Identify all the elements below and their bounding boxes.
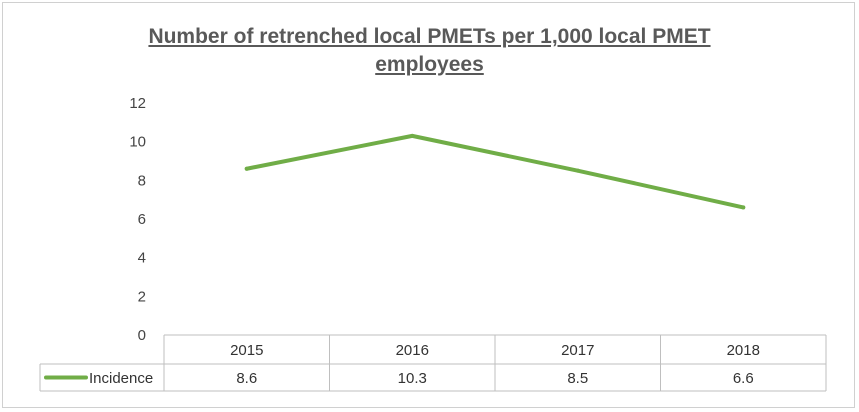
value-cell: 10.3 [398, 370, 427, 387]
series-line-incidence [244, 133, 746, 210]
value-cell: 8.6 [236, 370, 257, 387]
legend-label: Incidence [89, 370, 153, 387]
data-point [575, 168, 580, 173]
value-cell: 8.5 [567, 370, 588, 387]
chart-title: Number of retrenched local PMETs per 1,0… [3, 23, 856, 79]
series-layer [244, 133, 746, 210]
y-tick-label: 12 [129, 95, 146, 112]
category-label: 2018 [727, 342, 760, 359]
y-tick-label: 8 [138, 172, 146, 189]
chart-title-line-1: Number of retrenched local PMETs per 1,0… [148, 25, 711, 48]
y-tick-label: 6 [138, 211, 146, 228]
data-point [741, 205, 746, 210]
category-label: 2017 [561, 342, 594, 359]
chart-frame: Number of retrenched local PMETs per 1,0… [2, 2, 855, 408]
y-tick-label: 0 [138, 327, 146, 344]
data-point [244, 166, 249, 171]
category-label: 2015 [230, 342, 263, 359]
y-axis: 0 2 4 6 8 10 12 [129, 95, 146, 344]
data-point [410, 133, 415, 138]
data-table: 2015 2016 2017 2018 Incidence 8.6 10.3 8.5 6.6 [39, 334, 827, 392]
category-label: 2016 [396, 342, 429, 359]
y-tick-label: 2 [138, 288, 146, 305]
value-cell: 6.6 [733, 370, 754, 387]
chart-title-line-2: employees [375, 53, 484, 76]
y-tick-label: 10 [129, 134, 146, 151]
y-tick-label: 4 [138, 250, 146, 267]
